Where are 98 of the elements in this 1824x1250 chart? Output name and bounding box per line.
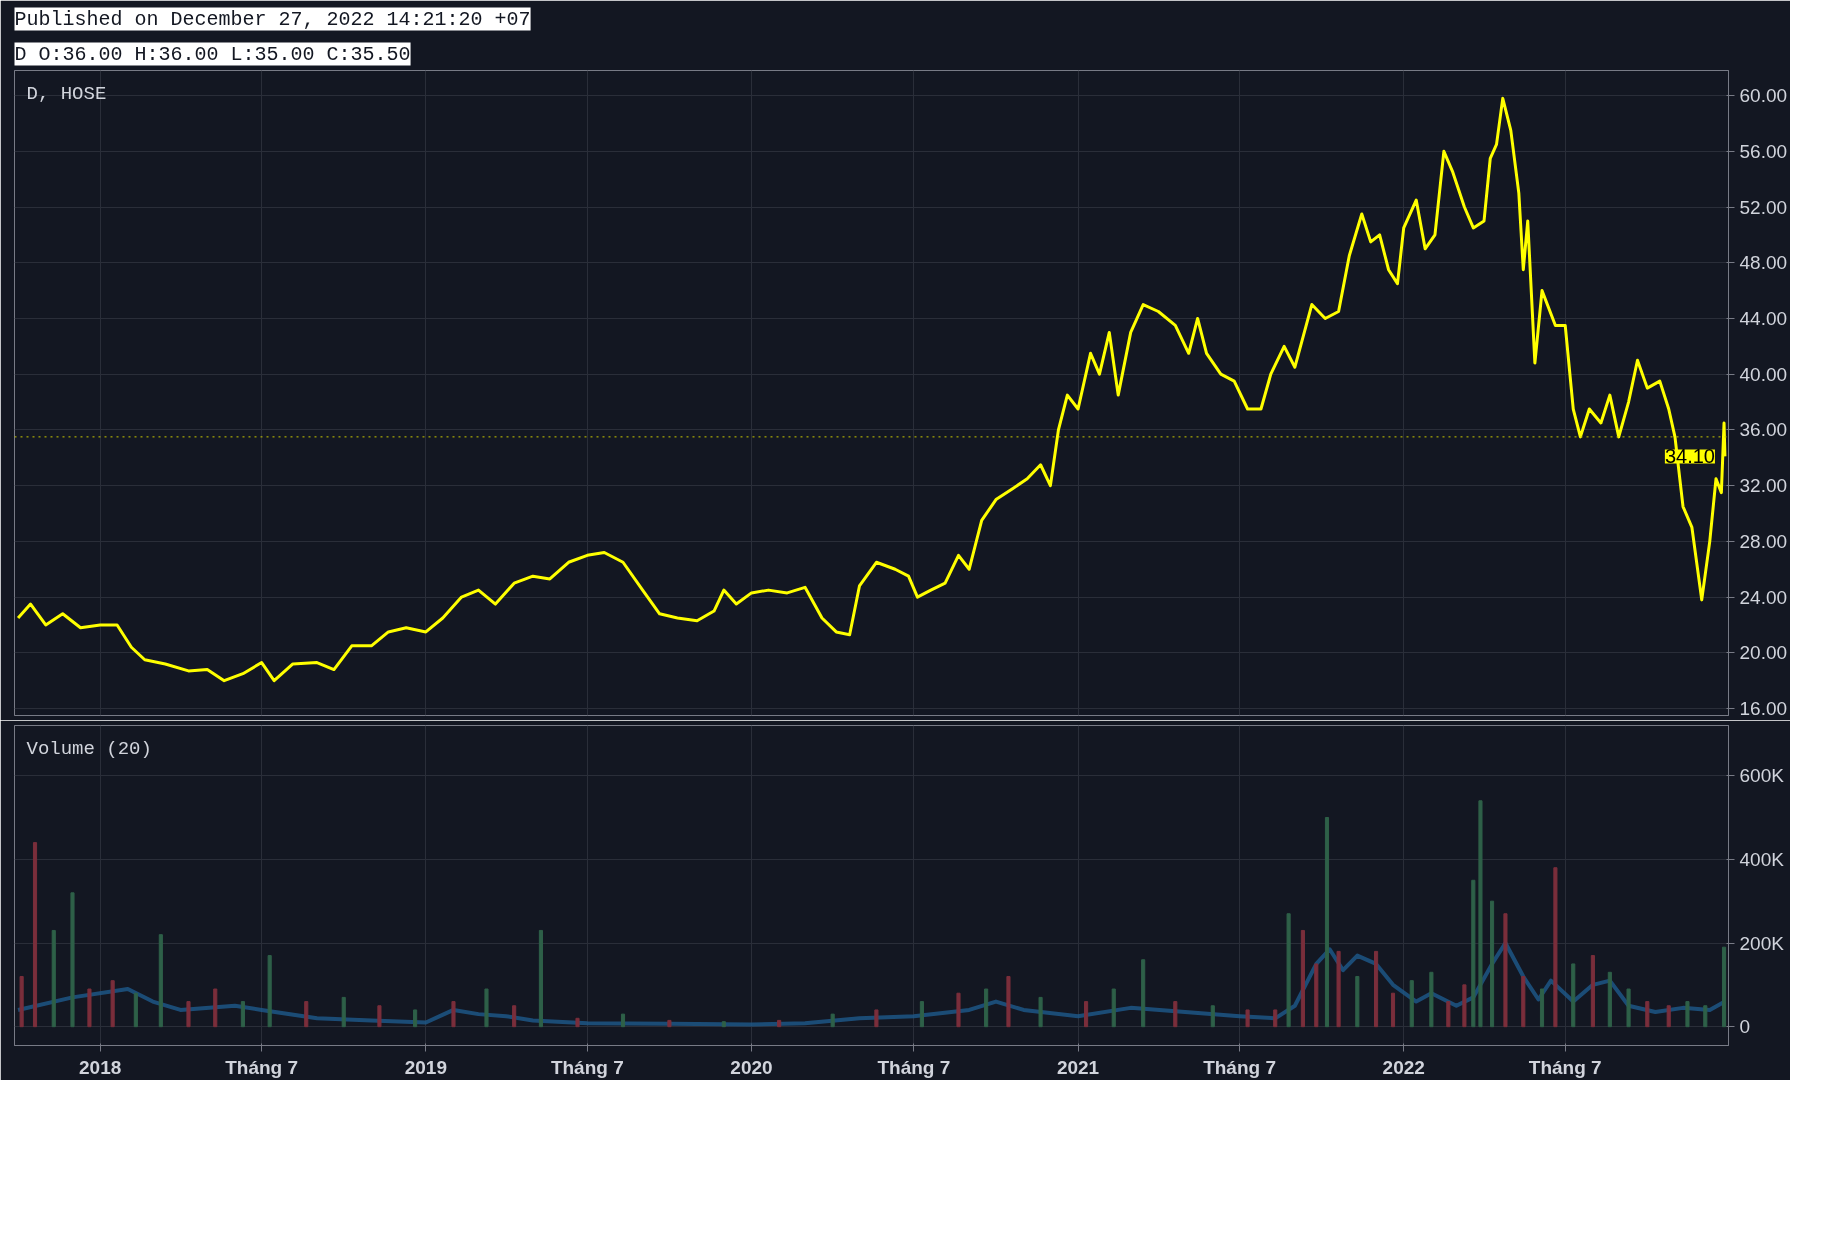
bar xyxy=(1666,1005,1671,1028)
bar xyxy=(133,992,138,1028)
bar xyxy=(1006,975,1011,1028)
bar xyxy=(1626,988,1631,1028)
y-tick-label: 400K xyxy=(1739,848,1785,870)
bar xyxy=(377,1005,382,1028)
y-tick-label: 44.00 xyxy=(1739,307,1788,329)
bar xyxy=(1141,959,1146,1028)
bar xyxy=(240,1001,245,1028)
bar xyxy=(1571,963,1576,1028)
x-tick-label: Tháng 7 xyxy=(1528,1056,1602,1078)
y-tick-label: 600K xyxy=(1739,765,1785,787)
y-tick-label: 60.00 xyxy=(1739,85,1788,107)
bar xyxy=(32,842,38,1028)
bar xyxy=(956,992,961,1028)
bar xyxy=(484,988,489,1028)
bar xyxy=(110,980,115,1028)
bar xyxy=(1478,800,1483,1028)
bar xyxy=(830,1013,835,1028)
bar xyxy=(87,988,92,1028)
bar xyxy=(186,1001,191,1028)
bar xyxy=(575,1017,580,1028)
bar xyxy=(1539,988,1545,1028)
bar xyxy=(1607,971,1612,1028)
bar xyxy=(19,975,24,1028)
bar xyxy=(1038,996,1043,1028)
bar xyxy=(984,988,989,1028)
bar xyxy=(1685,1001,1690,1028)
bar xyxy=(1703,1005,1708,1028)
bar xyxy=(1245,1009,1250,1028)
bar xyxy=(1390,992,1396,1028)
bar xyxy=(874,1009,879,1028)
x-tick-label: Tháng 7 xyxy=(1203,1056,1276,1078)
bar xyxy=(413,1009,418,1028)
bar xyxy=(721,1021,726,1028)
text: Volume (20) xyxy=(26,737,152,760)
bar xyxy=(1489,900,1495,1028)
bar xyxy=(919,1001,924,1028)
bar xyxy=(1471,879,1476,1028)
bar xyxy=(1429,971,1434,1028)
bar xyxy=(1721,946,1727,1028)
bar xyxy=(1374,950,1379,1028)
text: D, HOSE xyxy=(26,82,107,105)
annotation: 34.10 xyxy=(1664,445,1715,468)
bar xyxy=(1286,913,1291,1028)
bar xyxy=(341,996,346,1028)
bar xyxy=(1111,988,1116,1028)
x-tick-label: 2018 xyxy=(79,1056,122,1078)
text: Published on December 27, 2022 14:21:20 +07 xyxy=(14,7,531,31)
bar xyxy=(620,1013,626,1028)
y-tick-label: 20.00 xyxy=(1739,642,1788,664)
bar xyxy=(1645,1001,1650,1028)
bar xyxy=(158,934,163,1028)
bar xyxy=(1590,955,1595,1028)
bar xyxy=(267,955,272,1028)
bar xyxy=(451,1001,456,1028)
bar xyxy=(213,988,218,1028)
bar xyxy=(1210,1005,1215,1028)
y-tick-label: 16.00 xyxy=(1739,698,1788,720)
bar xyxy=(1355,975,1360,1028)
bar xyxy=(1300,929,1305,1028)
bar xyxy=(1446,1001,1451,1028)
bar xyxy=(1314,963,1319,1028)
x-tick-label: Tháng 7 xyxy=(550,1056,624,1078)
bar xyxy=(1324,817,1330,1028)
x-tick-label: 2021 xyxy=(1056,1056,1100,1078)
y-tick-label: 52.00 xyxy=(1739,196,1788,218)
bar xyxy=(1462,984,1467,1028)
x-tick-label: 2020 xyxy=(730,1056,773,1078)
x-tick-label: Tháng 7 xyxy=(877,1056,951,1078)
text: D O:36.00 H:36.00 L:35.00 C:35.50 xyxy=(14,42,411,66)
y-tick-label: 56.00 xyxy=(1739,140,1788,162)
bar xyxy=(1273,1009,1278,1028)
bar xyxy=(1336,950,1341,1028)
bar xyxy=(1409,980,1414,1028)
y-tick-label: 0 xyxy=(1739,1016,1751,1038)
y-tick-label: 28.00 xyxy=(1739,530,1788,552)
bar xyxy=(70,892,75,1028)
bar xyxy=(1173,1001,1178,1028)
bar xyxy=(1084,1001,1089,1028)
y-tick-label: 36.00 xyxy=(1739,419,1788,441)
bar xyxy=(777,1019,782,1028)
bar xyxy=(1553,867,1558,1028)
y-tick-label: 40.00 xyxy=(1739,363,1788,385)
bar xyxy=(51,929,56,1028)
bar xyxy=(538,929,543,1028)
x-tick-label: 2022 xyxy=(1382,1056,1425,1078)
bar xyxy=(1503,913,1508,1028)
x-tick-label: 2019 xyxy=(404,1056,447,1078)
x-tick-label: Tháng 7 xyxy=(225,1056,299,1078)
bar xyxy=(304,1001,309,1028)
bar xyxy=(667,1019,672,1028)
bar xyxy=(1521,975,1526,1028)
bar xyxy=(512,1005,517,1028)
y-tick-label: 200K xyxy=(1739,932,1785,954)
y-tick-label: 32.00 xyxy=(1739,475,1788,497)
y-tick-label: 48.00 xyxy=(1739,252,1788,274)
y-tick-label: 24.00 xyxy=(1739,586,1788,608)
